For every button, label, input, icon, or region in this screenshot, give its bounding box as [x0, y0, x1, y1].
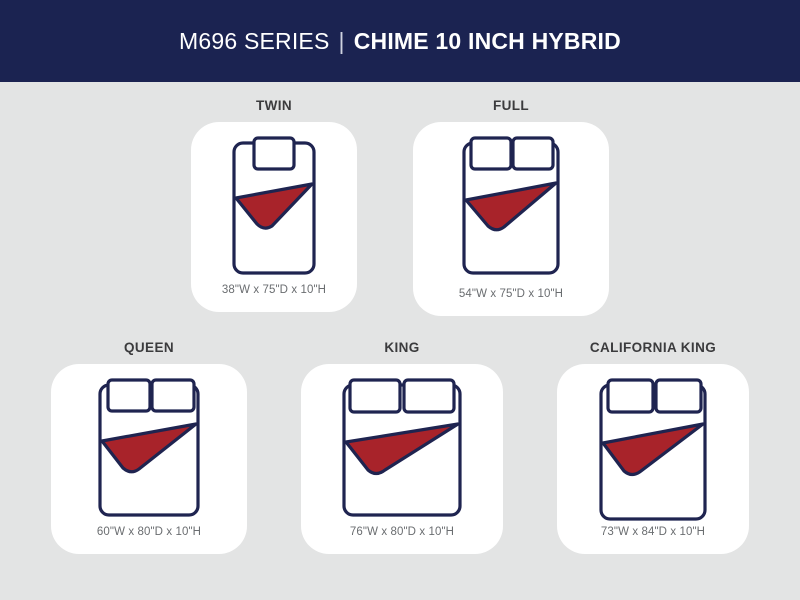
size-card-grid: TWIN 38"W x 75"D x 10"H — [0, 82, 800, 600]
bed-icon — [599, 378, 707, 521]
size-cell-king[interactable]: KING 76"W x 80"D x 10"H — [301, 340, 503, 554]
size-label-king: KING — [384, 340, 420, 355]
size-cell-twin[interactable]: TWIN 38"W x 75"D x 10"H — [191, 98, 357, 316]
size-dimensions-california-king: 73"W x 84"D x 10"H — [600, 526, 706, 538]
bed-icon — [462, 136, 560, 275]
bed-illustration-twin — [224, 136, 324, 278]
size-label-full: FULL — [492, 98, 530, 113]
size-label-twin: TWIN — [255, 98, 293, 113]
size-dimensions-full: 54"W x 75"D x 10"H — [458, 288, 564, 300]
header-model-text: CHIME 10 INCH HYBRID — [353, 27, 621, 54]
size-cell-california-king[interactable]: CALIFORNIA KING 73"W x 84"D x 10"H — [557, 340, 749, 554]
size-dimensions-king: 76"W x 80"D x 10"H — [349, 526, 455, 538]
size-card-full[interactable]: 54"W x 75"D x 10"H — [413, 122, 609, 316]
size-card-row-1: TWIN 38"W x 75"D x 10"H — [0, 98, 800, 316]
size-card-row-2: QUEEN 60"W x 80"D x 10"H KING — [0, 340, 800, 554]
page-title: M696 SERIES | CHIME 10 INCH HYBRID — [179, 28, 621, 55]
bed-illustration-california-king — [589, 378, 717, 524]
bed-illustration-full — [452, 136, 570, 278]
bed-illustration-queen — [88, 378, 210, 520]
size-card-queen[interactable]: 60"W x 80"D x 10"H — [51, 364, 247, 554]
size-dimensions-twin: 38"W x 75"D x 10"H — [221, 284, 327, 296]
bed-icon — [98, 378, 200, 517]
bed-icon — [232, 136, 316, 275]
size-cell-queen[interactable]: QUEEN 60"W x 80"D x 10"H — [51, 340, 247, 554]
size-card-california-king[interactable]: 73"W x 84"D x 10"H — [557, 364, 749, 554]
size-label-california-king: CALIFORNIA KING — [589, 340, 717, 355]
size-dimensions-queen: 60"W x 80"D x 10"H — [96, 526, 202, 538]
bed-icon — [342, 378, 462, 517]
size-card-king[interactable]: 76"W x 80"D x 10"H — [301, 364, 503, 554]
bed-illustration-king — [332, 378, 472, 520]
size-card-twin[interactable]: 38"W x 75"D x 10"H — [191, 122, 357, 312]
size-cell-full[interactable]: FULL 54"W x 75"D x 10"H — [413, 98, 609, 316]
header-series-text: M696 SERIES — [179, 27, 330, 54]
page-header: M696 SERIES | CHIME 10 INCH HYBRID — [0, 0, 800, 82]
header-divider: | — [338, 27, 345, 54]
size-label-queen: QUEEN — [123, 340, 174, 355]
